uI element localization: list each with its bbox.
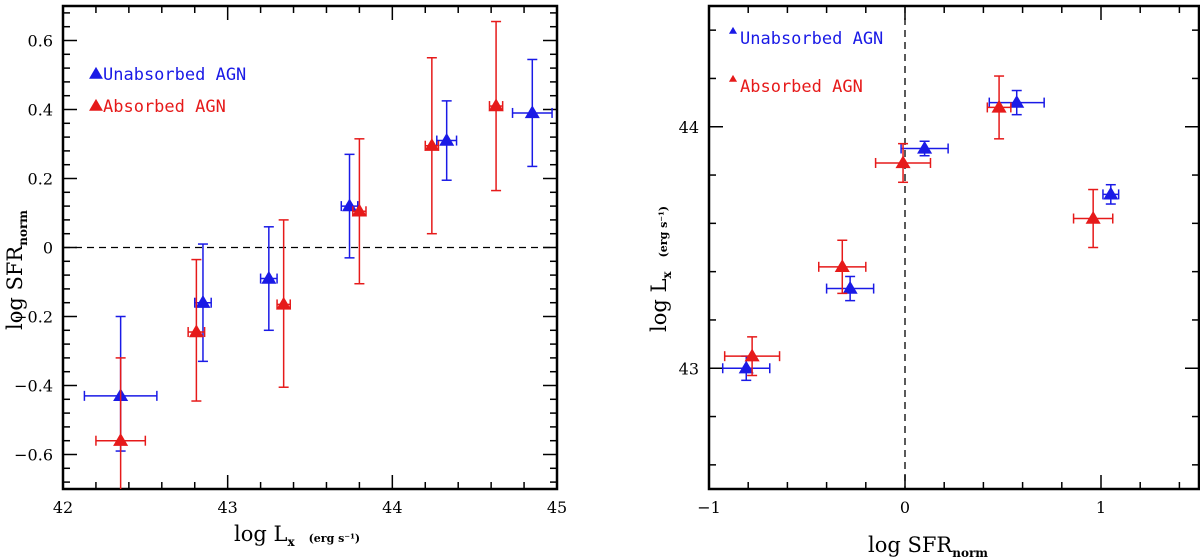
right-unabsorbed-point: [825, 275, 875, 302]
left-x-axis-label-unit: (erg s⁻¹): [309, 532, 361, 545]
left-y-tick-label: 0.4: [28, 101, 53, 120]
left-chart: 42 43 44 45 −0.6 −0.4 −0.2 0 0.2 0.4 0.6 Unabsorbe…: [3, 4, 567, 549]
left-y-axis-label: log SFRnorm: [3, 210, 30, 330]
triangle-marker: [917, 140, 933, 154]
triangle-marker: [188, 324, 204, 338]
triangle-marker: [424, 138, 440, 151]
triangle-marker: [1009, 94, 1025, 108]
left-legend-label-unabsorbed: Unabsorbed AGN: [103, 65, 246, 85]
triangle-marker: [991, 99, 1007, 113]
triangle-marker: [113, 433, 129, 446]
right-absorbed-point: [874, 142, 932, 184]
right-y-tick-label: 44: [679, 118, 699, 137]
left-y-axis-label-main: log SFR: [3, 245, 27, 330]
left-x-tick-label: 43: [217, 498, 237, 517]
triangle-marker: [439, 132, 455, 146]
triangle-marker: [261, 270, 277, 284]
right-series-unabsorbed: [721, 89, 1120, 382]
triangle-marker: [488, 98, 504, 112]
left-y-tick-label: 0.6: [28, 32, 53, 51]
left-y-axis-label-sub: norm: [16, 210, 30, 246]
right-unabsorbed-point: [900, 140, 949, 157]
left-absorbed-point: [351, 138, 367, 285]
left-series-absorbed: [95, 20, 504, 489]
triangle-marker: [351, 203, 367, 217]
left-unabsorbed-point: [436, 100, 458, 181]
left-x-tick-label: 42: [53, 498, 73, 517]
right-y-axis-label: log Lx (erg s⁻¹): [647, 206, 674, 332]
right-plot-frame: [707, 4, 1200, 491]
triangle-marker: [738, 360, 754, 374]
left-unabsorbed-point: [340, 153, 359, 259]
right-x-tick-label: 1: [1096, 498, 1106, 517]
triangle-marker: [1085, 210, 1101, 224]
right-tick-labels: −1 0 1 43 44: [679, 118, 1106, 517]
left-y-tick-label: −0.4: [14, 377, 53, 396]
right-legend-label-absorbed: Absorbed AGN: [740, 77, 863, 97]
right-x-axis-label-main: log SFR: [868, 533, 953, 557]
left-y-tick-label: −0.6: [14, 446, 53, 465]
right-absorbed-point: [986, 75, 1012, 140]
right-legend-label-unabsorbed: Unabsorbed AGN: [740, 29, 883, 49]
triangle-marker: [895, 155, 911, 169]
left-legend-label-absorbed: Absorbed AGN: [103, 97, 226, 117]
triangle-marker: [834, 259, 850, 273]
right-x-tick-label: −1: [697, 498, 721, 517]
triangle-marker: [195, 295, 211, 308]
triangle-marker: [1103, 186, 1119, 200]
right-x-axis-label-sub: norm: [952, 546, 988, 560]
right-legend: Unabsorbed AGN Absorbed AGN: [728, 26, 883, 97]
left-y-tick-label: 0: [43, 239, 53, 258]
left-legend-marker-unabsorbed: [89, 66, 103, 79]
left-legend: Unabsorbed AGN Absorbed AGN: [89, 65, 246, 117]
right-y-axis-label-main: log L: [647, 279, 671, 332]
right-absorbed-point: [1072, 188, 1114, 249]
left-series-unabsorbed: [83, 58, 553, 452]
left-ticks: [62, 6, 558, 489]
left-absorbed-point: [276, 219, 292, 388]
triangle-marker: [524, 105, 540, 119]
left-unabsorbed-point: [259, 226, 278, 332]
right-y-axis-label-unit: (erg s⁻¹): [657, 206, 670, 258]
triangle-marker: [744, 348, 760, 362]
right-y-axis-label-sub: x: [660, 271, 674, 279]
right-absorbed-point: [723, 336, 781, 377]
right-absorbed-point: [818, 239, 867, 295]
left-tick-labels: 42 43 44 45 −0.6 −0.4 −0.2 0 0.2 0.4 0.6: [14, 32, 567, 518]
triangle-marker: [842, 280, 858, 294]
left-x-axis-label-main: log L: [234, 522, 287, 546]
right-legend-marker-absorbed: [728, 74, 738, 82]
right-x-axis-label: log SFRnorm: [868, 533, 988, 560]
triangle-marker: [276, 296, 292, 310]
right-unabsorbed-point: [1102, 183, 1120, 205]
left-y-tick-label: −0.2: [14, 308, 53, 327]
left-absorbed-point: [488, 20, 504, 192]
left-absorbed-point: [424, 57, 440, 235]
right-ticks: [708, 6, 1199, 489]
left-x-tick-label: 44: [382, 498, 402, 517]
left-unabsorbed-point: [193, 243, 212, 363]
left-x-axis-label: log Lx (erg s⁻¹): [234, 522, 360, 549]
left-series: [83, 20, 553, 489]
right-y-tick-label: 43: [679, 359, 699, 378]
right-series: [721, 75, 1120, 382]
left-unabsorbed-point: [511, 58, 553, 168]
left-x-axis-label-sub: x: [287, 535, 295, 549]
left-absorbed-point: [187, 258, 206, 402]
right-x-tick-label: 0: [900, 498, 910, 517]
left-x-tick-label: 45: [547, 498, 567, 517]
right-series-absorbed: [723, 75, 1114, 377]
right-legend-marker-unabsorbed: [728, 26, 738, 34]
left-absorbed-point: [95, 357, 147, 489]
right-chart: −1 0 1 43 44 Unabsorbed AGN Absorbed AGN log…: [647, 4, 1200, 560]
left-y-tick-label: 0.2: [28, 170, 53, 189]
left-legend-marker-absorbed: [89, 98, 103, 111]
triangle-marker: [341, 198, 358, 212]
